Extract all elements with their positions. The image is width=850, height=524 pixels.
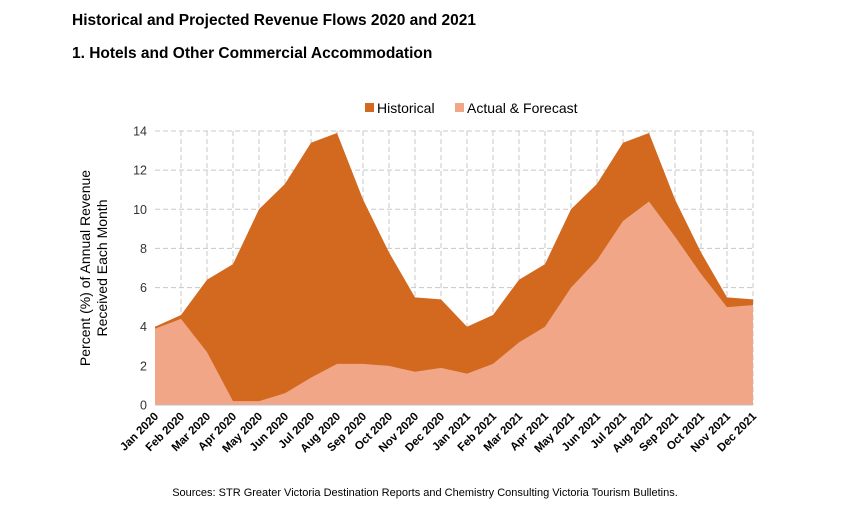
area-series xyxy=(155,132,753,405)
legend-swatch xyxy=(455,103,464,112)
y-axis-label-line-1: Percent (%) of Annual Revenue xyxy=(77,170,93,366)
y-axis: 0 2 4 6 8 10 12 14 xyxy=(133,125,147,413)
y-tick-label: 8 xyxy=(140,242,147,256)
y-tick-label: 12 xyxy=(133,164,147,178)
legend: Historical Actual & Forecast xyxy=(365,100,578,116)
y-tick-label: 4 xyxy=(140,320,147,334)
y-tick-label: 0 xyxy=(140,399,147,413)
area-series-actual-forecast xyxy=(155,201,753,405)
y-tick-label: 2 xyxy=(140,359,147,373)
legend-label: Actual & Forecast xyxy=(467,100,578,116)
legend-label: Historical xyxy=(377,100,435,116)
y-axis-label-line-2: Received Each Month xyxy=(94,200,110,337)
legend-swatch xyxy=(365,103,374,112)
y-tick-label: 14 xyxy=(133,125,147,139)
chart-subtitle: 1. Hotels and Other Commercial Accommoda… xyxy=(72,45,433,62)
y-tick-label: 10 xyxy=(133,203,147,217)
y-tick-label: 6 xyxy=(140,281,147,295)
chart-title: Historical and Projected Revenue Flows 2… xyxy=(72,12,477,29)
source-note: Sources: STR Greater Victoria Destinatio… xyxy=(172,487,678,499)
